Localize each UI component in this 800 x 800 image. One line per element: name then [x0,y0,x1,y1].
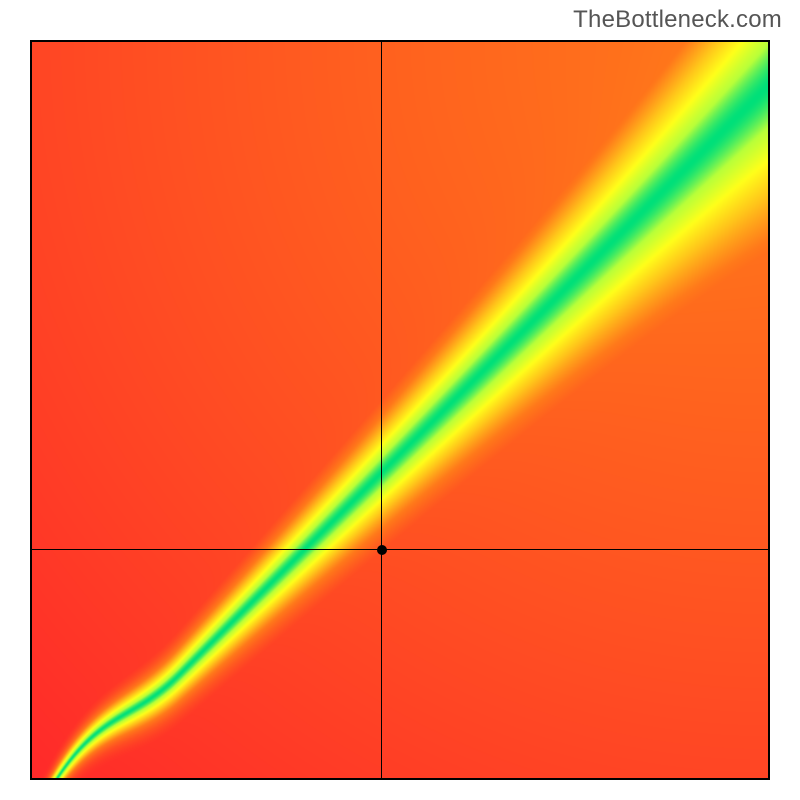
root: TheBottleneck.com [0,0,800,800]
heatmap-canvas [32,42,768,778]
bottleneck-heatmap [30,40,770,780]
crosshair-horizontal [32,549,768,550]
watermark-text: TheBottleneck.com [573,6,782,34]
crosshair-vertical [381,42,382,778]
selection-marker [377,545,387,555]
